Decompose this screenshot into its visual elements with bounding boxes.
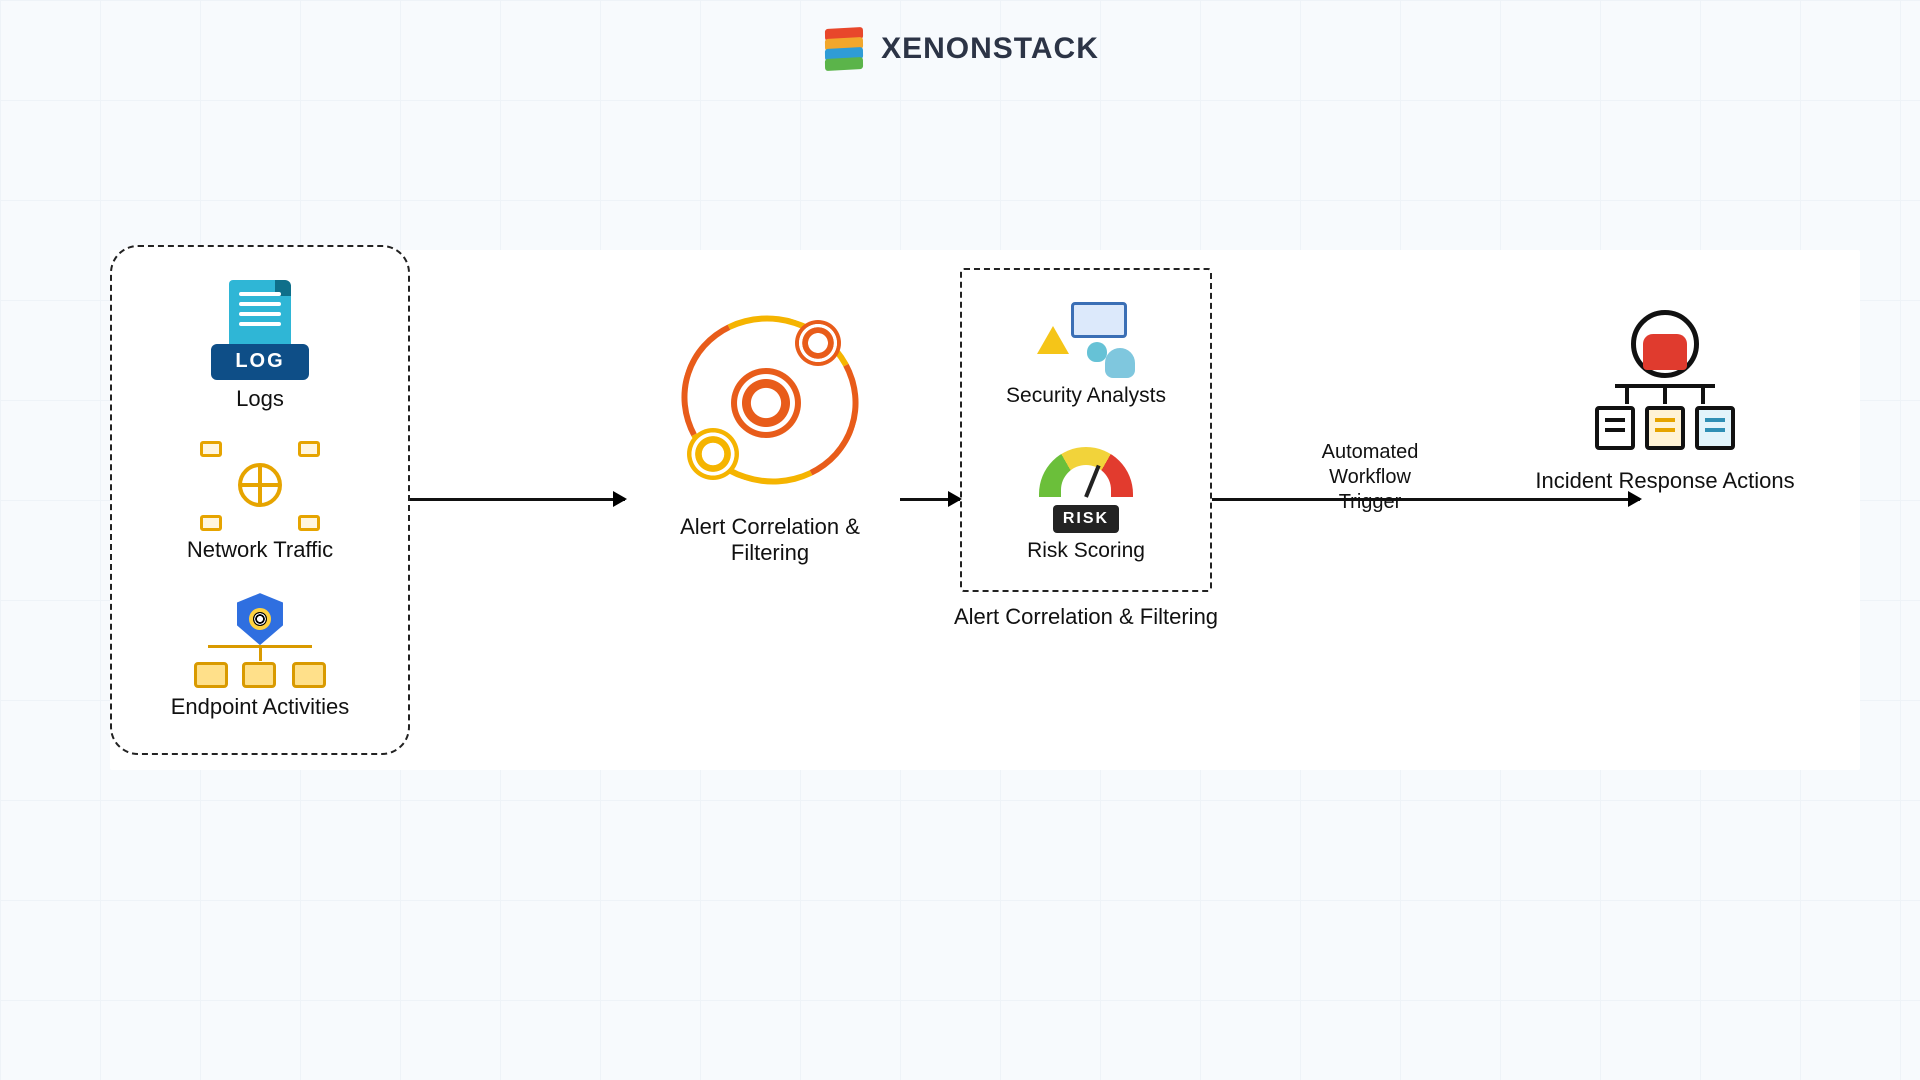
source-logs: LOG Logs [205,280,315,412]
sources-group: LOG Logs Network Traffic Endpoint Activi… [110,245,410,755]
analysis-group: Security Analysts RISK Risk Scoring [960,268,1212,592]
arrow-correlation-to-analysis [900,498,960,501]
brand-logo-icon [821,26,867,72]
risk-scoring-label: Risk Scoring [1027,539,1145,563]
source-endpoint-label: Endpoint Activities [171,694,350,720]
gears-icon [675,310,865,490]
network-icon [200,441,320,531]
risk-scoring-node: RISK Risk Scoring [1027,443,1145,563]
source-logs-label: Logs [205,386,315,412]
incident-response-icon [1585,310,1745,450]
logs-tag: LOG [211,344,309,380]
logs-icon: LOG [205,280,315,380]
brand-header: XENONSTACK [0,26,1920,72]
analysis-caption: Alert Correlation & Filtering [950,604,1222,630]
incident-response-label: Incident Response Actions [1510,468,1820,494]
risk-tag: RISK [1053,505,1119,533]
brand-name: XENONSTACK [881,32,1099,66]
security-analysts-label: Security Analysts [1006,384,1166,408]
correlation-label: Alert Correlation & Filtering [640,514,900,566]
risk-icon: RISK [1031,443,1141,533]
analyst-icon [1031,298,1141,378]
diagram-panel: LOG Logs Network Traffic Endpoint Activi… [110,250,1860,770]
endpoint-icon [190,593,330,688]
arrow-sources-to-correlation [410,498,625,501]
source-network-label: Network Traffic [187,537,333,563]
source-endpoint: Endpoint Activities [171,593,350,720]
source-network: Network Traffic [187,441,333,563]
incident-response-node: Incident Response Actions [1510,310,1820,494]
edge-label-trigger: Automated Workflow Trigger [1260,440,1480,515]
correlation-node: Alert Correlation & Filtering [640,310,900,566]
security-analysts-node: Security Analysts [1006,298,1166,408]
